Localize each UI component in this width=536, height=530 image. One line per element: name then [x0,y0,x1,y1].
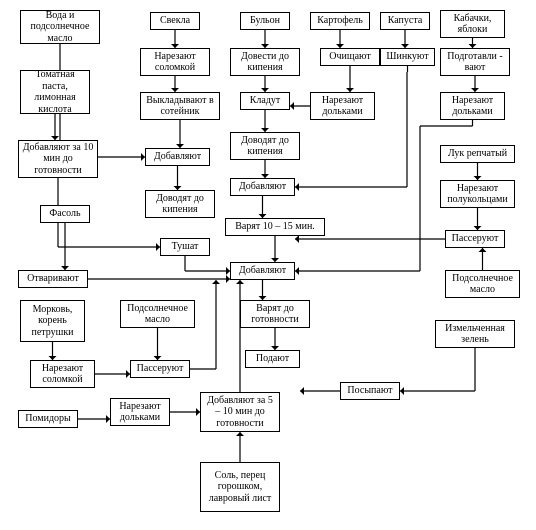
node-kabachki: Кабачки, яблоки [440,10,505,38]
node-morkov: Морковь, корень петрушки [20,300,85,342]
node-narez_dol2: Нарезают дольками [440,92,505,120]
node-varyat_got: Варят до готовности [240,300,310,328]
node-narez_dol: Нарезают дольками [310,92,375,120]
node-narez_solom2: Нарезают соломкой [30,360,95,388]
node-luk: Лук репчатый [440,145,515,163]
node-dobav2: Добавляют [230,178,295,196]
node-kartofel: Картофель [310,12,370,30]
node-sol: Соль, перец горошком, лавровый лист [200,462,280,512]
node-podsol2: Подсолнечное масло [445,270,520,298]
node-varyat1015: Варят 10 – 15 мин. [225,218,325,236]
node-podsol: Подсолнечное масло [120,300,195,328]
node-izmel: Измельченная зелень [435,320,515,348]
node-podgot: Подготавли - вают [440,48,510,76]
node-ochish: Очищают [320,48,380,66]
node-otvarivayut: Отваривают [18,270,88,288]
node-podayut: Подают [245,350,300,368]
node-narez_poluk: Нарезают полукольцами [440,180,515,208]
node-tomat: Томатная паста, лимонная кислота [20,70,90,114]
node-dovodyat: Доводят до кипения [230,132,300,160]
flowchart-stage: Вода и подсолнечное масло Свекла Бульон Кар… [0,0,536,530]
node-vyklad: Выкладывают в сотейник [140,92,220,120]
node-pomidory: Помидоры [18,410,78,428]
node-posypayut: Посыпают [340,382,400,400]
node-dob510: Добавляют за 5 – 10 мин до готовности [200,392,280,432]
node-shinkuyut: Шинкуют [380,48,435,66]
node-svekla: Свекла [150,12,200,30]
node-passeruyut: Пассеруют [130,360,190,378]
node-fasol: Фасоль [40,205,90,223]
node-voda: Вода и подсолнечное масло [20,10,100,44]
node-dobav1: Добавляют [145,148,210,166]
node-kladut: Кладут [240,92,290,110]
node-kapusta: Капуста [380,12,430,30]
node-narez_solom: Нарезают соломкой [140,48,210,76]
node-dob10: Добавляют за 10 мин до готовности [18,140,98,178]
node-narez_dol3: Нарезают дольками [110,398,170,426]
node-dovesti: Довести до кипения [230,48,300,76]
node-passeruyut2: Пассеруют [445,230,505,248]
node-bulyon: Бульон [240,12,290,30]
node-tushat: Тушат [160,238,210,256]
node-dovodyat2: Доводят до кипения [145,190,215,218]
node-dobav3: Добавляют [230,262,295,280]
